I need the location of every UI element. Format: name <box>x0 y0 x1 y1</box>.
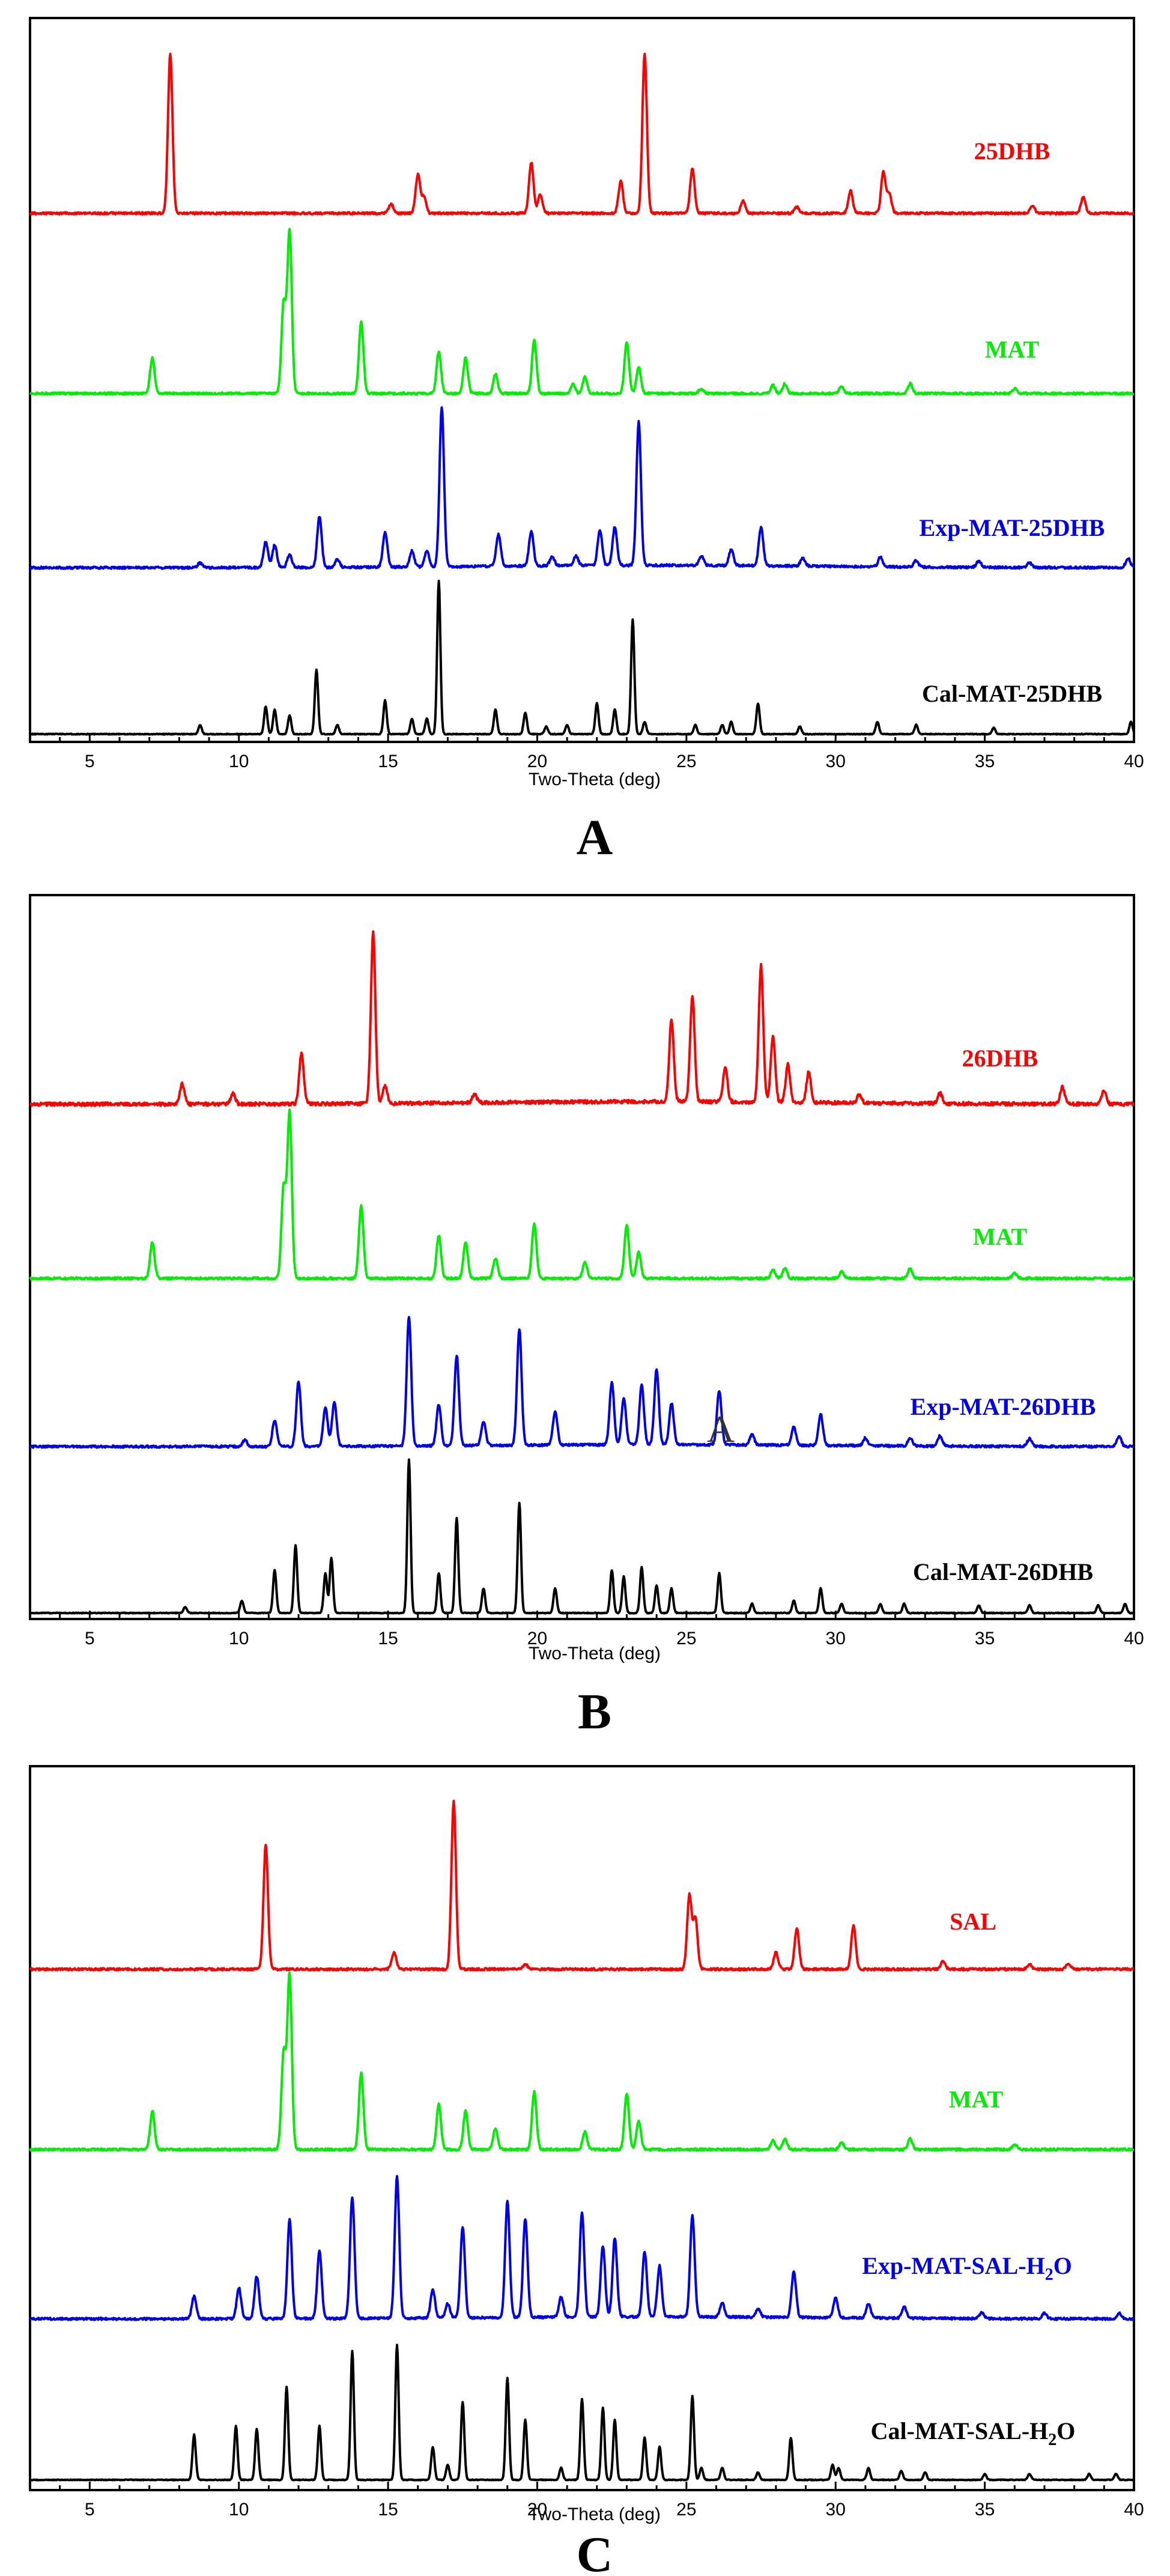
panel-b-x-ticks: 5 10 15 20 25 30 35 40 <box>29 1611 1144 1648</box>
panel-c-letter: C <box>577 2527 613 2576</box>
x-tick-label: 20 <box>527 1629 547 1648</box>
panel-a-x-ticks: 5 10 15 20 25 30 35 40 <box>29 734 1144 771</box>
x-tick-label: 25 <box>676 1629 696 1648</box>
panel-b-stray-mark: A <box>707 1408 735 1450</box>
trace-mat <box>29 1108 1135 1281</box>
panel-a-letter: A <box>577 810 613 866</box>
x-tick-label: 10 <box>229 752 249 771</box>
x-tick-label: 30 <box>826 2500 846 2520</box>
x-tick-label: 40 <box>1124 1629 1144 1648</box>
panel-a-label-mat: MAT <box>985 336 1040 363</box>
panel-b-label-cal: Cal-MAT-26DHB <box>913 1558 1093 1585</box>
trace-cal <box>29 580 1135 736</box>
x-tick-label: 10 <box>229 2500 249 2520</box>
panel-a-chart: 5 10 15 20 25 30 35 40 25DHB MAT Exp-MAT-25DHB … <box>29 17 1144 866</box>
panel-a-x-axis-label: Two-Theta (deg) <box>529 770 661 789</box>
panel-c-traces <box>29 1800 1135 2482</box>
panel-a-frame <box>29 17 1135 743</box>
x-tick-label: 40 <box>1124 2500 1144 2520</box>
x-tick-label: 5 <box>85 752 95 771</box>
panel-c-x-axis-label: Two-Theta (deg) <box>529 2505 661 2524</box>
panel-b-x-axis-label: Two-Theta (deg) <box>529 1644 661 1663</box>
x-tick-label: 30 <box>826 752 846 771</box>
x-tick-label: 35 <box>975 752 995 771</box>
x-tick-label: 5 <box>85 1629 95 1648</box>
x-tick-label: 20 <box>527 2500 547 2520</box>
trace-cal <box>29 2344 1135 2482</box>
x-tick-label: 15 <box>378 2500 398 2520</box>
panel-b-frame <box>29 894 1135 1620</box>
trace-mat <box>29 228 1135 396</box>
panel-b-chart: 5 10 15 20 25 30 35 40 26DHB MAT Exp-MAT-26DHB … <box>29 894 1144 1740</box>
trace-exp <box>29 406 1135 570</box>
x-tick-label: 40 <box>1124 752 1144 771</box>
panel-b-traces <box>29 930 1135 1615</box>
x-tick-label: 5 <box>85 2500 95 2520</box>
panel-c-chart: 5 10 15 20 25 30 35 40 SAL MAT Exp-MAT-SAL-H2O … <box>29 1765 1144 2576</box>
panel-b-label-26dhb: 26DHB <box>962 1045 1038 1072</box>
x-tick-label: 35 <box>975 1629 995 1648</box>
x-tick-label: 15 <box>378 1629 398 1648</box>
x-tick-label: 25 <box>676 2500 696 2520</box>
x-tick-label: 25 <box>676 752 696 771</box>
trace-mat <box>29 1971 1135 2152</box>
trace-top <box>29 52 1135 216</box>
panel-c-label-sal: SAL <box>950 1908 996 1935</box>
panel-c-label-cal: Cal-MAT-SAL-H2O <box>871 2417 1076 2449</box>
panel-c-frame <box>29 1765 1135 2491</box>
x-tick-label: 20 <box>527 752 547 771</box>
panel-c-label-exp: Exp-MAT-SAL-H2O <box>862 2252 1072 2284</box>
panel-b-letter: B <box>578 1684 611 1740</box>
panel-c-x-ticks: 5 10 15 20 25 30 35 40 <box>29 2482 1144 2520</box>
x-tick-label: 15 <box>378 752 398 771</box>
panel-c-label-mat: MAT <box>949 2086 1004 2113</box>
x-tick-label: 10 <box>229 1629 249 1648</box>
trace-exp <box>29 2175 1135 2321</box>
panel-a-traces <box>29 52 1135 736</box>
panel-b-label-exp: Exp-MAT-26DHB <box>911 1393 1096 1420</box>
panel-a-label-25dhb: 25DHB <box>974 138 1050 165</box>
trace-cal <box>29 1458 1135 1615</box>
x-tick-label: 35 <box>975 2500 995 2520</box>
trace-top <box>29 1800 1135 1972</box>
x-tick-label: 30 <box>826 1629 846 1648</box>
trace-exp <box>29 1316 1135 1449</box>
panel-b-label-mat: MAT <box>973 1223 1028 1250</box>
trace-top <box>29 930 1135 1107</box>
panel-a-label-cal: Cal-MAT-25DHB <box>922 680 1102 707</box>
panel-a-label-exp: Exp-MAT-25DHB <box>920 514 1105 541</box>
